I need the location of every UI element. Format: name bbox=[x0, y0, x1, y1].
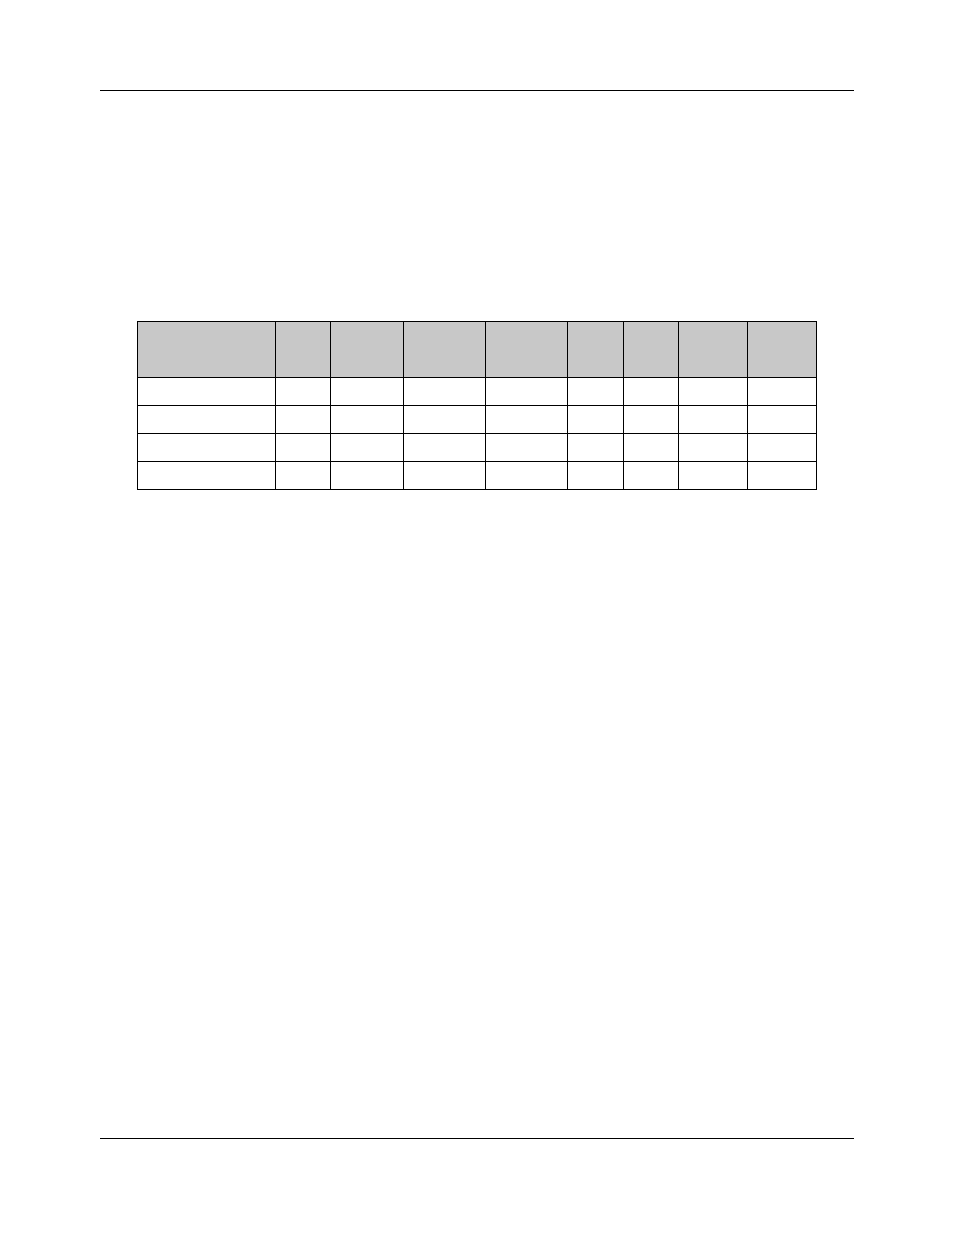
table-cell bbox=[275, 462, 330, 490]
table-header-cell bbox=[623, 322, 678, 378]
table-cell bbox=[748, 406, 817, 434]
table-row bbox=[138, 406, 817, 434]
table-header-cell bbox=[331, 322, 404, 378]
table-cell bbox=[138, 462, 276, 490]
page-container bbox=[0, 0, 954, 490]
table-cell bbox=[568, 462, 623, 490]
table-body bbox=[138, 378, 817, 490]
table-head bbox=[138, 322, 817, 378]
table-cell bbox=[748, 434, 817, 462]
table-cell bbox=[138, 406, 276, 434]
table-cell bbox=[623, 462, 678, 490]
table-cell bbox=[486, 378, 568, 406]
table-row bbox=[138, 378, 817, 406]
table-cell bbox=[679, 406, 748, 434]
table-header-cell bbox=[679, 322, 748, 378]
table-cell bbox=[331, 434, 404, 462]
table-wrapper bbox=[137, 321, 817, 490]
table-header-cell bbox=[404, 322, 486, 378]
table-cell bbox=[404, 462, 486, 490]
table-cell bbox=[138, 434, 276, 462]
table-cell bbox=[679, 434, 748, 462]
table-cell bbox=[679, 378, 748, 406]
table-header-cell bbox=[486, 322, 568, 378]
table-cell bbox=[568, 378, 623, 406]
bottom-horizontal-rule bbox=[100, 1138, 854, 1139]
table-cell bbox=[275, 378, 330, 406]
table-cell bbox=[486, 406, 568, 434]
table-cell bbox=[404, 434, 486, 462]
table-cell bbox=[138, 378, 276, 406]
data-table bbox=[137, 321, 817, 490]
table-cell bbox=[331, 462, 404, 490]
top-horizontal-rule bbox=[100, 90, 854, 91]
table-cell bbox=[331, 378, 404, 406]
table-cell bbox=[486, 434, 568, 462]
table-cell bbox=[404, 378, 486, 406]
table-cell bbox=[748, 462, 817, 490]
table-cell bbox=[275, 434, 330, 462]
table-cell bbox=[568, 406, 623, 434]
table-header-cell bbox=[748, 322, 817, 378]
table-header-cell bbox=[568, 322, 623, 378]
table-cell bbox=[679, 462, 748, 490]
table-cell bbox=[568, 434, 623, 462]
table-header-row bbox=[138, 322, 817, 378]
table-row bbox=[138, 434, 817, 462]
table-cell bbox=[623, 434, 678, 462]
table-row bbox=[138, 462, 817, 490]
table-header-cell bbox=[138, 322, 276, 378]
table-header-cell bbox=[275, 322, 330, 378]
table-cell bbox=[748, 378, 817, 406]
table-cell bbox=[623, 406, 678, 434]
table-cell bbox=[486, 462, 568, 490]
table-cell bbox=[623, 378, 678, 406]
table-cell bbox=[331, 406, 404, 434]
table-cell bbox=[275, 406, 330, 434]
table-cell bbox=[404, 406, 486, 434]
